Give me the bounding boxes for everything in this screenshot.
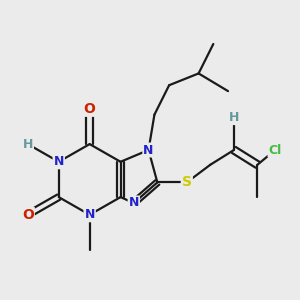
Text: Cl: Cl	[268, 143, 282, 157]
Text: O: O	[22, 208, 34, 222]
Text: N: N	[143, 143, 154, 157]
Text: O: O	[84, 102, 96, 116]
Text: H: H	[229, 111, 239, 124]
Text: H: H	[22, 138, 33, 151]
Text: N: N	[129, 196, 139, 209]
Text: N: N	[53, 155, 64, 168]
Text: S: S	[182, 176, 192, 189]
Text: N: N	[85, 208, 95, 221]
